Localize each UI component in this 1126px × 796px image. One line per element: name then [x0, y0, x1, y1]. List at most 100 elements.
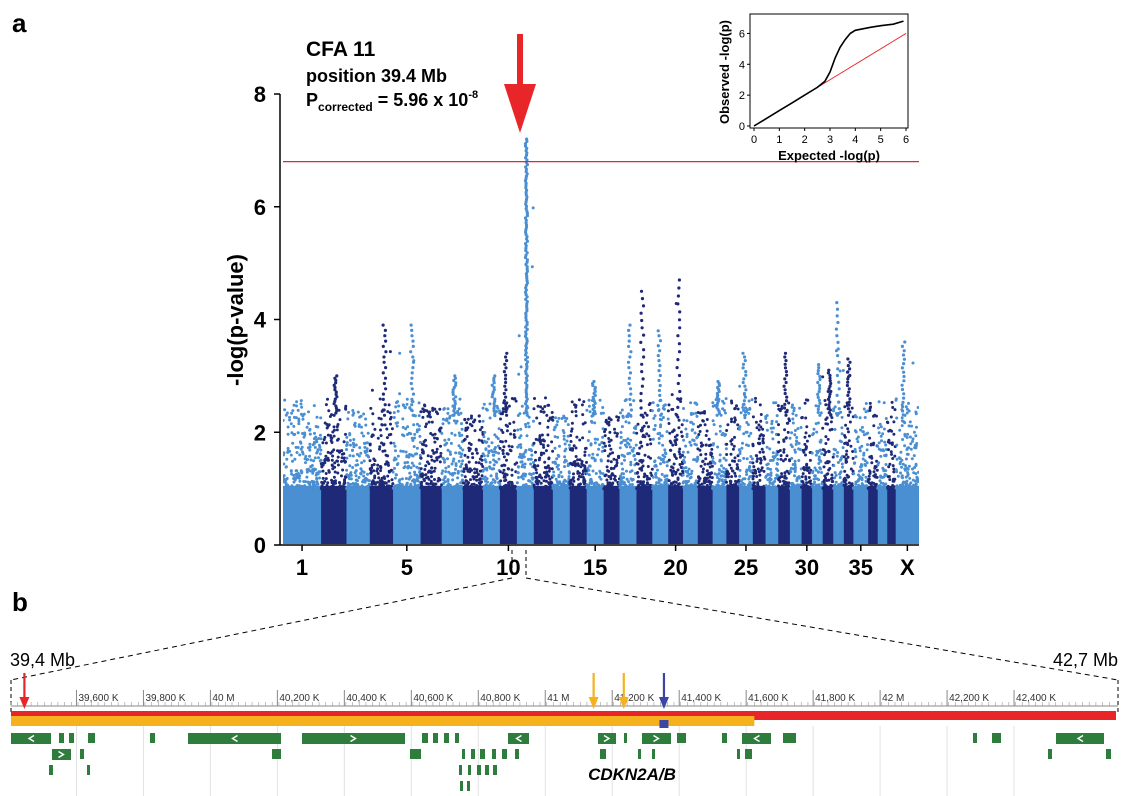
- manhattan-point: [791, 481, 794, 485]
- manhattan-point: [861, 430, 865, 434]
- manhattan-point: [517, 455, 521, 459]
- manhattan-point: [726, 470, 729, 473]
- manhattan-point: [413, 436, 416, 440]
- manhattan-point: [524, 425, 528, 429]
- manhattan-point: [821, 375, 825, 379]
- ruler-tick-label: 42 M: [882, 693, 904, 704]
- manhattan-point: [786, 483, 790, 487]
- manhattan-point: [538, 487, 542, 491]
- manhattan-point: [803, 435, 807, 439]
- manhattan-point: [460, 473, 464, 477]
- manhattan-point: [525, 385, 529, 390]
- manhattan-point: [770, 458, 774, 462]
- manhattan-point: [771, 437, 775, 441]
- manhattan-point: [903, 467, 907, 471]
- manhattan-point: [607, 440, 611, 444]
- manhattan-point: [417, 414, 421, 418]
- manhattan-point: [882, 449, 885, 453]
- gene-feature: [272, 749, 281, 759]
- manhattan-point: [546, 425, 550, 429]
- manhattan-point: [860, 477, 864, 481]
- gene-track: [11, 733, 1111, 791]
- manhattan-point: [835, 454, 839, 458]
- red-marker-arrow: [19, 673, 30, 709]
- manhattan-point: [736, 423, 740, 427]
- manhattan-point: [519, 365, 523, 369]
- manhattan-point: [444, 470, 448, 474]
- manhattan-point: [395, 486, 398, 490]
- manhattan-point: [530, 481, 534, 485]
- manhattan-point: [834, 480, 838, 484]
- manhattan-point: [464, 426, 468, 430]
- manhattan-point: [911, 478, 915, 482]
- region-end-label: 42,7 Mb: [1053, 650, 1118, 670]
- manhattan-point: [890, 441, 894, 445]
- manhattan-point: [829, 420, 833, 424]
- manhattan-point: [337, 481, 341, 484]
- manhattan-point: [463, 437, 467, 441]
- manhattan-point: [589, 477, 593, 481]
- manhattan-point: [396, 454, 400, 458]
- manhattan-point: [502, 391, 506, 396]
- manhattan-point: [571, 477, 575, 481]
- manhattan-point: [769, 477, 773, 481]
- manhattan-point: [658, 393, 662, 397]
- manhattan-point: [403, 465, 407, 469]
- manhattan-point: [541, 443, 545, 447]
- manhattan-point: [730, 442, 734, 446]
- manhattan-point: [904, 457, 908, 461]
- manhattan-point: [716, 379, 720, 384]
- manhattan-point: [866, 443, 869, 447]
- manhattan-point: [580, 403, 584, 407]
- manhattan-point: [671, 443, 675, 447]
- manhattan-point: [287, 485, 291, 489]
- manhattan-point: [757, 423, 761, 427]
- chromosome-25-bulk: [739, 485, 754, 544]
- manhattan-point: [599, 471, 603, 475]
- manhattan-point: [607, 423, 611, 427]
- manhattan-point: [506, 452, 510, 456]
- x-tick-label: 30: [795, 555, 819, 580]
- manhattan-point: [326, 481, 330, 485]
- manhattan-point: [908, 476, 912, 480]
- manhattan-point: [490, 383, 494, 387]
- manhattan-point: [533, 486, 537, 490]
- manhattan-point: [463, 453, 467, 457]
- manhattan-point: [793, 470, 797, 474]
- manhattan-point: [384, 366, 388, 370]
- manhattan-point: [837, 387, 841, 391]
- qq-x-tick-label: 3: [827, 134, 833, 146]
- manhattan-point: [765, 421, 769, 424]
- manhattan-point: [532, 419, 535, 423]
- manhattan-point: [912, 454, 916, 458]
- manhattan-point: [572, 463, 575, 466]
- manhattan-point: [480, 425, 484, 429]
- qq-observed-curve: [753, 20, 904, 127]
- manhattan-point: [516, 445, 520, 449]
- chromosome-3-bulk: [346, 485, 371, 544]
- manhattan-point: [587, 485, 590, 489]
- manhattan-point: [657, 388, 662, 393]
- manhattan-point: [584, 446, 588, 450]
- manhattan-point: [545, 413, 549, 417]
- manhattan-point: [464, 464, 468, 467]
- manhattan-point: [640, 466, 644, 470]
- manhattan-point: [659, 425, 662, 429]
- manhattan-point: [446, 407, 450, 411]
- manhattan-point: [834, 327, 839, 331]
- manhattan-point: [598, 398, 602, 402]
- manhattan-point: [851, 469, 855, 473]
- manhattan-point: [793, 463, 797, 467]
- manhattan-point: [908, 420, 912, 424]
- manhattan-point: [840, 462, 844, 466]
- manhattan-point: [673, 480, 677, 484]
- manhattan-point: [759, 461, 763, 465]
- manhattan-point: [522, 472, 526, 476]
- manhattan-point: [362, 459, 366, 463]
- manhattan-point: [573, 403, 576, 407]
- manhattan-point: [694, 479, 698, 483]
- manhattan-point: [532, 461, 535, 464]
- chromosome-18-points: [635, 289, 654, 544]
- manhattan-point: [853, 429, 857, 433]
- manhattan-point: [630, 483, 634, 486]
